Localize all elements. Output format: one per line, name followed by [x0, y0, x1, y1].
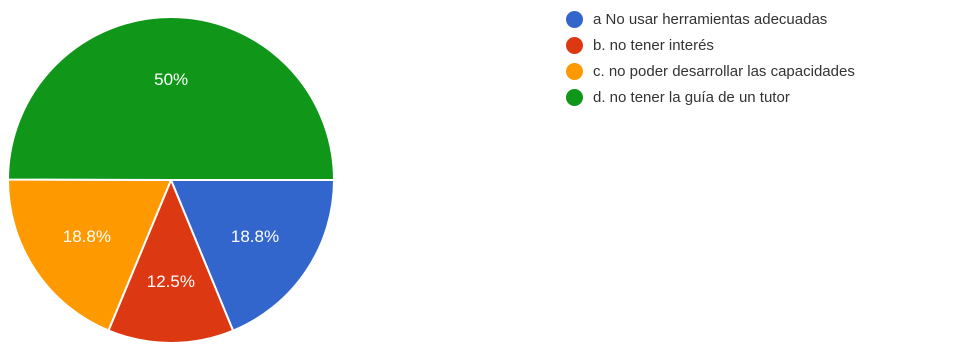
slice-label-4: 50%	[154, 70, 188, 89]
pie-slice-3	[7, 178, 173, 332]
legend-label: d. no tener la guía de un tutor	[593, 88, 790, 106]
legend-swatch-icon	[566, 62, 583, 80]
pie-slice-2	[107, 177, 235, 344]
pie-slice-1	[169, 179, 336, 333]
slice-label-3: 18.8%	[63, 227, 111, 246]
pie-chart: 18.8% 12.5% 18.8% 50%	[6, 16, 336, 344]
legend-item-2: b. no tener interés	[566, 32, 855, 58]
legend: a No usar herramientas adecuadas b. no te…	[566, 6, 855, 110]
pie-slice-4	[6, 16, 336, 181]
legend-swatch-icon	[566, 10, 583, 28]
legend-item-3: c. no poder desarrollar las capacidades	[566, 58, 855, 84]
legend-swatch-icon	[566, 88, 583, 106]
legend-swatch-icon	[566, 36, 583, 54]
legend-item-4: d. no tener la guía de un tutor	[566, 84, 855, 110]
legend-label: c. no poder desarrollar las capacidades	[593, 62, 855, 80]
legend-label: b. no tener interés	[593, 36, 714, 54]
legend-label: a No usar herramientas adecuadas	[593, 10, 828, 28]
legend-item-1: a No usar herramientas adecuadas	[566, 6, 855, 32]
slice-label-2: 12.5%	[147, 272, 195, 291]
slice-label-1: 18.8%	[231, 227, 279, 246]
